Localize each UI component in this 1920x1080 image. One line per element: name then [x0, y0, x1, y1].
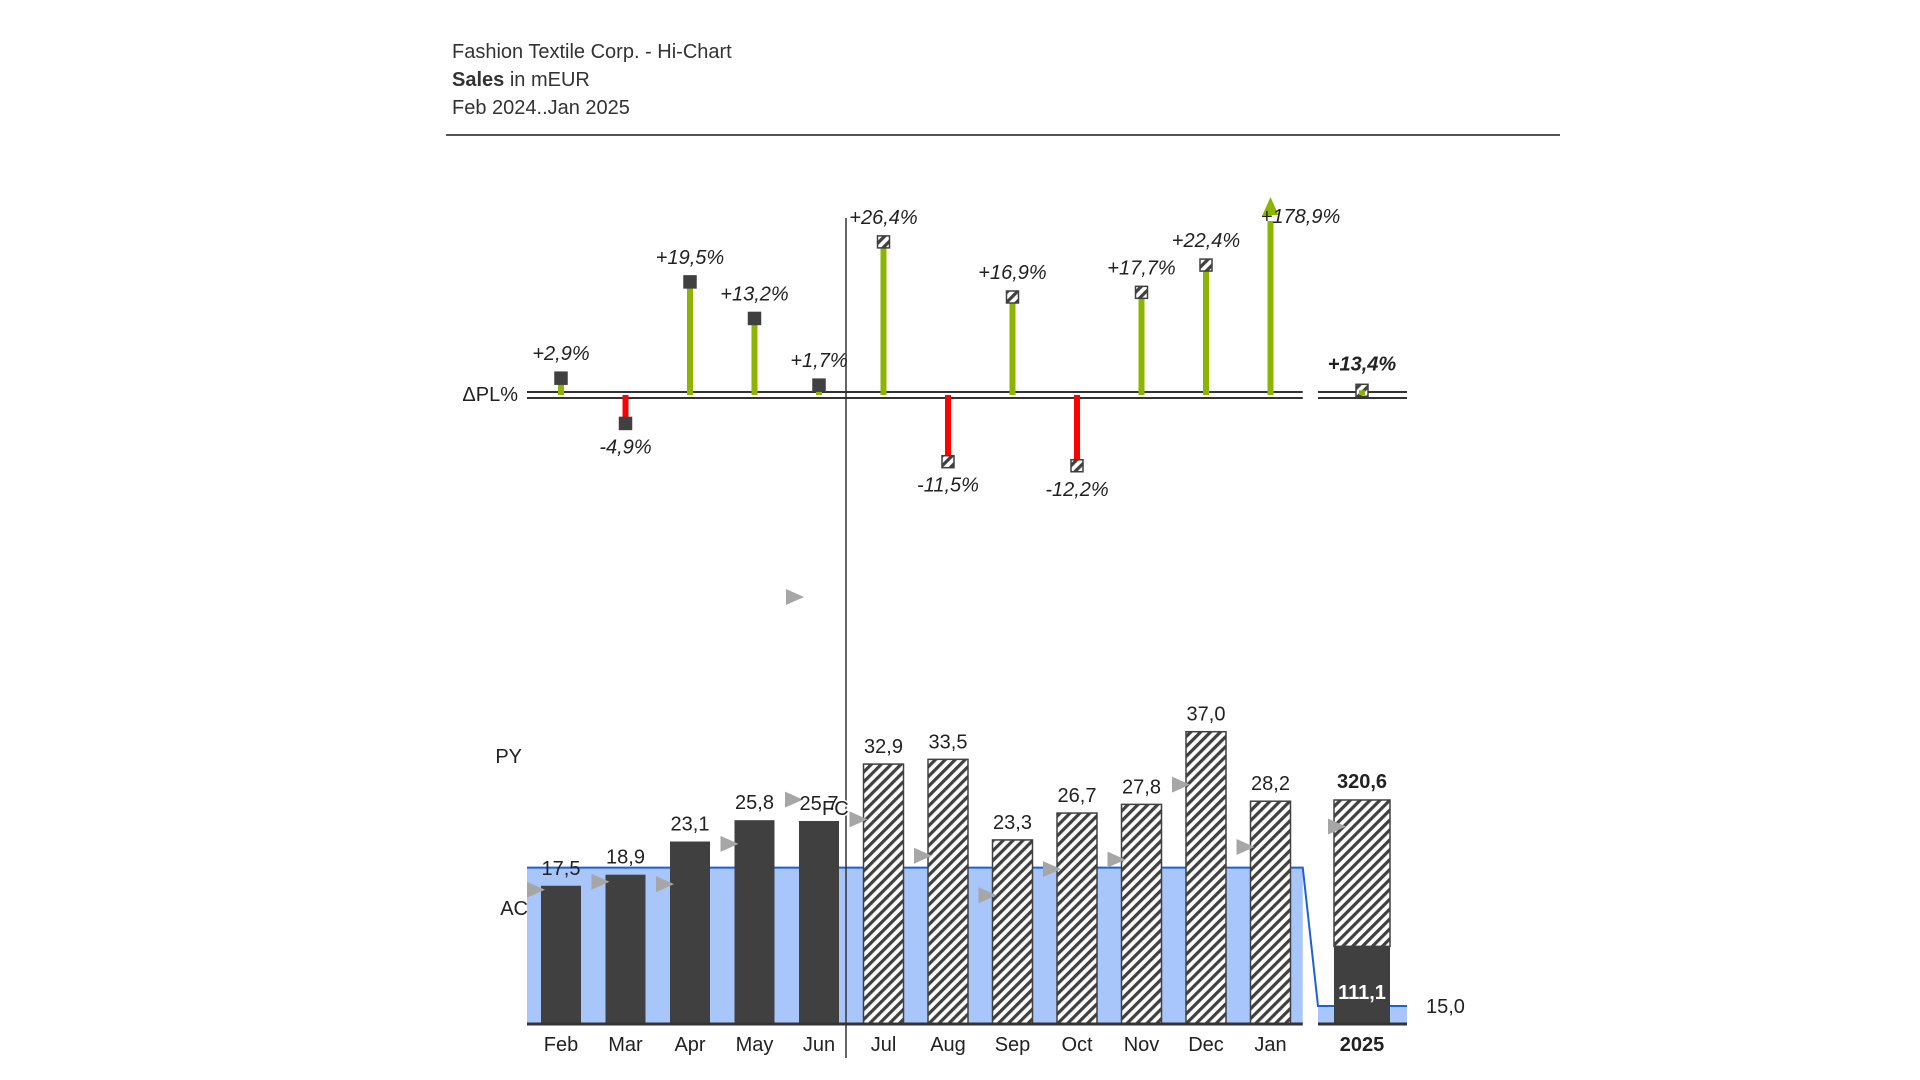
- delta-layer: [527, 197, 1407, 1058]
- category-label: Jan: [1254, 1034, 1286, 1056]
- py-marker-apr: [656, 876, 674, 893]
- measure-name: Sales: [452, 69, 505, 91]
- py-marker-oct: [1043, 861, 1061, 878]
- bar-value-label: 23,1: [671, 814, 710, 836]
- delta-label: -11,5%: [917, 475, 979, 497]
- py-marker-dec: [1172, 776, 1190, 793]
- bar-feb: [541, 885, 581, 1024]
- bar-oct: [1056, 812, 1098, 1025]
- chart-header: Fashion Textile Corp. - Hi-Chart Sales i…: [452, 38, 732, 122]
- reference-band-value: 15,0: [1426, 996, 1465, 1018]
- delta-label: +178,9%: [1261, 206, 1341, 228]
- bar-sep: [991, 839, 1034, 1025]
- delta-pin-head: [747, 311, 762, 326]
- category-label: Aug: [930, 1034, 966, 1056]
- header-divider: [446, 134, 1560, 136]
- bar-value-label: 18,9: [606, 847, 645, 869]
- bar-value-label: 32,9: [864, 736, 903, 758]
- delta-label: +13,2%: [720, 283, 788, 305]
- category-label: Jun: [803, 1034, 835, 1056]
- delta-label: +26,4%: [849, 207, 917, 229]
- total-py-marker: [1328, 818, 1346, 835]
- py-row-label: PY: [495, 746, 522, 768]
- bar-nov: [1120, 803, 1163, 1025]
- delta-pin-head: [812, 378, 826, 392]
- total-bar-actual: [1334, 946, 1390, 1024]
- reference-band-area: [527, 867, 1303, 1024]
- total-category-label: 2025: [1340, 1034, 1385, 1056]
- delta-pin-head: [683, 275, 697, 289]
- bar-value-label: 28,2: [1251, 773, 1290, 795]
- total-delta-label: +13,4%: [1328, 353, 1397, 375]
- delta-pin-head: [1199, 258, 1213, 272]
- measure-line: Sales in mEUR: [452, 69, 590, 91]
- delta-label: -12,2%: [1045, 479, 1108, 501]
- delta-pin-head: [1134, 285, 1149, 300]
- total-bar-forecast: [1333, 799, 1391, 948]
- delta-pin-head: [1070, 459, 1084, 473]
- fc-label: FC: [822, 798, 849, 820]
- total-value-label: 320,6: [1337, 771, 1387, 793]
- bar-value-label: 26,7: [1058, 785, 1097, 807]
- category-label: Mar: [608, 1034, 643, 1056]
- py-marker-jul: [849, 811, 868, 828]
- py-marker-feb: [527, 881, 545, 898]
- labels-layer: ΔPL% PY AC FC 15,0 17,5 Feb 18,9 Mar 23,1 Apr 2…: [462, 206, 1465, 1056]
- delta-pin-head: [876, 235, 891, 249]
- bar-value-label: 25,8: [735, 792, 774, 814]
- category-label: Feb: [544, 1034, 578, 1056]
- py-marker-jan: [1236, 839, 1255, 856]
- bar-jan: [1249, 800, 1292, 1025]
- bar-dec: [1185, 730, 1227, 1025]
- category-label: Sep: [995, 1034, 1031, 1056]
- delta-pin-head: [1005, 290, 1020, 304]
- bar-aug: [927, 758, 969, 1025]
- py-marker-nov: [1107, 851, 1126, 868]
- period-label: Feb 2024..Jan 2025: [452, 97, 630, 119]
- delta-label: +16,9%: [978, 262, 1046, 284]
- delta-overflow-arrow: [1262, 197, 1279, 215]
- category-label: May: [736, 1034, 774, 1056]
- bar-jul: [862, 763, 905, 1025]
- measure-unit: in mEUR: [504, 69, 590, 91]
- bar-value-label: 27,8: [1122, 776, 1161, 798]
- bar-mar: [605, 874, 646, 1024]
- py-marker-sep: [978, 887, 997, 904]
- company-title: Fashion Textile Corp. - Hi-Chart: [452, 41, 732, 63]
- bar-value-label: 25,7: [800, 793, 839, 815]
- category-label: Nov: [1124, 1034, 1160, 1056]
- py-marker-aug: [914, 847, 932, 864]
- delta-label: +17,7%: [1107, 257, 1175, 279]
- delta-label: +22,4%: [1172, 230, 1240, 252]
- ac-row-label: AC: [500, 898, 528, 920]
- bar-value-label: 17,5: [542, 858, 581, 880]
- bar-may: [734, 820, 775, 1024]
- delta-pin-head: [941, 454, 955, 469]
- delta-label: +19,5%: [656, 247, 724, 269]
- bar-jun: [799, 820, 839, 1024]
- bar-value-label: 23,3: [993, 812, 1032, 834]
- bar-apr: [670, 841, 710, 1024]
- py-marker-mar: [591, 873, 610, 890]
- delta-pin-head: [618, 416, 633, 431]
- category-label: Oct: [1061, 1034, 1093, 1056]
- delta-pin-head: [554, 371, 568, 385]
- delta-row-label: ΔPL%: [462, 384, 518, 406]
- py-marker-jun: [785, 791, 803, 808]
- delta-label: +2,9%: [532, 343, 589, 365]
- delta-label: -4,9%: [599, 436, 651, 458]
- bar-value-label: 33,5: [929, 731, 968, 753]
- bar-value-label: 37,0: [1187, 704, 1226, 726]
- bars-layer: [527, 589, 1407, 1026]
- category-label: Dec: [1188, 1034, 1224, 1056]
- py-marker-extra: [786, 589, 804, 605]
- category-label: Jul: [871, 1034, 897, 1056]
- py-marker-may: [720, 835, 739, 852]
- total-actual-label: 111,1: [1338, 982, 1386, 1004]
- delta-label: +1,7%: [790, 350, 847, 372]
- category-label: Apr: [674, 1034, 705, 1056]
